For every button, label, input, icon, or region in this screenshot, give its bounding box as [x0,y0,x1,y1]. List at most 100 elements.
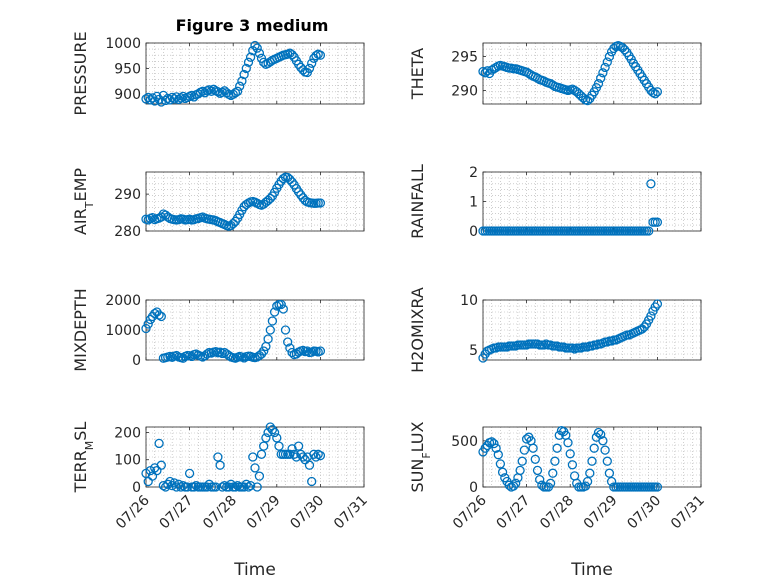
data-point [241,479,251,489]
data-point [265,193,275,204]
data-point [598,436,608,446]
y-tick-label: 290 [114,187,141,203]
data-point [152,91,162,102]
panel-rainfall: 0 1 2 RAINFALL [408,164,702,240]
data-point [497,467,508,477]
y-axis-label: AIRTEMP [71,168,96,235]
data-point [276,299,286,310]
data-point [580,481,591,491]
y-axis-label: PRESSURE [71,31,90,115]
data-point [254,471,265,481]
data-point [289,449,299,459]
data-point [585,468,595,478]
data-point [307,58,317,68]
data-point [511,478,521,488]
data-point [141,94,151,104]
data-point [298,452,308,462]
data-point [204,85,214,95]
data-point [587,456,597,466]
data-point [252,482,262,492]
x-tick-label: 07/26 [450,492,490,532]
axes-box [482,42,702,105]
data-point [491,62,501,73]
data-point [156,311,166,322]
data-point [315,198,326,208]
y-axis-label: SUNFLUX [408,421,433,492]
data-point [548,468,558,478]
y-tick-label: 0 [469,224,478,240]
panel-theta: 290 295 THETA [408,41,702,106]
data-point [184,468,195,479]
data-point [287,50,297,60]
data-point [652,482,663,492]
x-tick-label: 07/31 [331,493,371,533]
data-point [283,337,293,347]
y-axis-label: THETA [408,48,427,100]
data-point [311,51,321,61]
y-tick-label: 950 [114,61,141,77]
data-point [169,94,179,104]
data-point [508,481,519,491]
data-point [213,452,223,462]
panel-pressure: 900 950 1000 PRESSURE [71,31,365,116]
y-tick-label: 1 [469,195,478,211]
data-point [243,482,254,492]
x-tick-label: 07/28 [200,493,240,533]
data-point [650,89,660,99]
data-point [620,45,630,55]
data-point [602,57,612,67]
data-point [150,96,160,106]
data-point [285,343,295,353]
data-point [596,73,606,83]
panel-air-temp: 280 290 AIRTEMP [71,168,365,240]
y-tick-label: 10 [460,293,478,309]
y-tick-label: 290 [451,83,478,99]
data-point [248,452,258,462]
y-axis-label: TERRMSL [71,422,96,494]
data-point [600,62,610,73]
y-tick-label: 100 [114,453,141,469]
y-tick-label: 2 [469,165,478,181]
data-point [313,449,323,459]
data-point [241,63,251,74]
data-point [252,43,262,53]
data-point [315,50,326,60]
data-point [593,79,604,89]
data-point [176,93,186,103]
data-point [646,179,656,189]
y-tick-label: 0 [132,353,141,369]
data-point [596,429,606,440]
data-point [254,48,265,58]
data-point [250,40,260,51]
data-point [198,86,208,96]
data-point [158,480,169,491]
data-point [154,438,164,449]
data-point [639,322,649,332]
data-point [307,476,317,487]
data-point [545,478,556,488]
data-point [191,480,201,491]
data-point [287,177,297,187]
data-point [256,449,267,459]
axes-box [482,426,702,488]
data-point [521,434,532,444]
data-point [163,93,173,104]
data-point [495,459,506,469]
axes-box [145,171,365,232]
data-point [211,346,221,357]
data-point [287,347,297,358]
data-point [489,438,499,449]
data-point [567,460,578,470]
x-tick-label: 07/27 [157,493,197,533]
data-point [230,88,241,98]
data-point [274,441,284,451]
data-point [293,187,304,197]
data-point [232,86,243,96]
data-point [298,345,308,356]
y-tick-label: 1000 [105,36,141,52]
data-point [487,437,497,447]
data-point [563,438,573,448]
data-point [604,468,615,478]
x-tick-label: 07/31 [668,493,708,533]
data-point [243,57,254,67]
